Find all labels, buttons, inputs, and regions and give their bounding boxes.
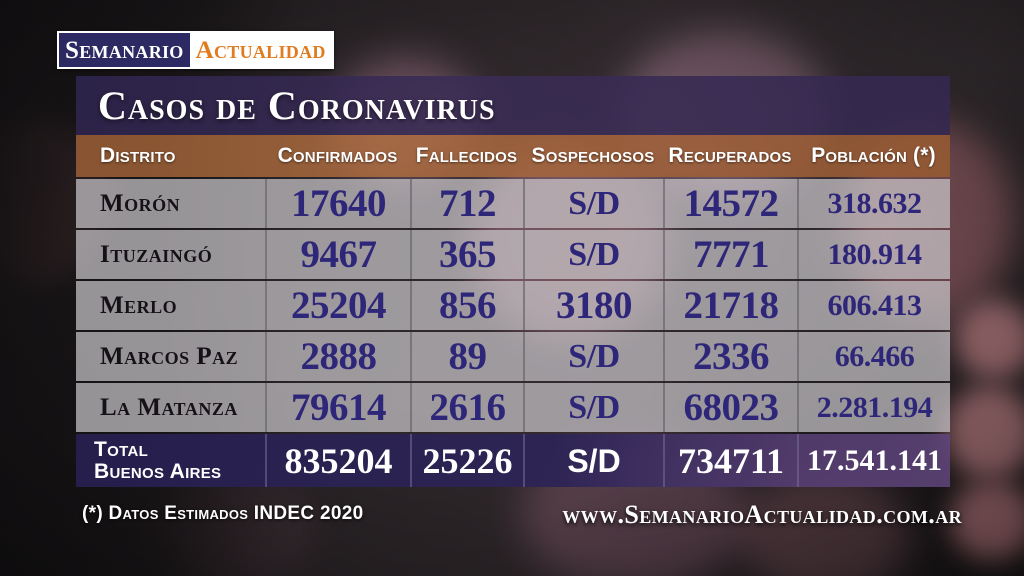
cell-distrito: Ituzaingó (76, 230, 265, 279)
value-sospechosos: S/D (568, 337, 620, 375)
table-row: La Matanza 79614 2616 S/D 68023 2.281.19… (76, 383, 950, 432)
cell-poblacion: 318.632 (797, 179, 950, 228)
value-total-sospechosos: S/D (567, 442, 621, 479)
value-poblacion: 180.914 (827, 237, 923, 271)
column-header-confirmados: Confirmados (277, 144, 398, 167)
cell-confirmados: 25204 (265, 281, 410, 330)
value-sospechosos: 3180 (556, 284, 633, 327)
value-sospechosos: S/D (568, 184, 620, 222)
cell-sospechosos: S/D (523, 230, 663, 279)
cell-fallecidos: 712 (410, 179, 523, 228)
cell-poblacion: 66.466 (797, 332, 950, 381)
value-fallecidos: 2616 (429, 386, 507, 429)
cell-recuperados: 2336 (663, 332, 797, 381)
column-header-distrito: Distrito (100, 144, 176, 167)
value-sospechosos: S/D (568, 388, 620, 426)
table-row: Merlo 25204 856 3180 21718 606.413 (76, 281, 950, 330)
value-fallecidos: 365 (439, 233, 497, 276)
cell-sospechosos: S/D (523, 383, 663, 432)
cell-total-poblacion: 17.541.141 (797, 434, 950, 487)
cell-fallecidos: 89 (410, 332, 523, 381)
logo-semanario: Semanario (59, 33, 190, 67)
value-poblacion: 66.466 (834, 339, 915, 373)
value-fallecidos: 89 (448, 335, 488, 378)
value-fallecidos: 712 (439, 182, 497, 225)
total-label-line1: Total (94, 437, 149, 461)
cell-sospechosos: S/D (523, 332, 663, 381)
cell-confirmados: 79614 (265, 383, 410, 432)
value-confirmados: 17640 (291, 182, 387, 225)
column-header-recuperados: Recuperados (668, 144, 792, 167)
cell-recuperados: 68023 (663, 383, 797, 432)
value-total-confirmados: 835204 (284, 440, 393, 481)
cell-sospechosos: 3180 (523, 281, 663, 330)
table-header-row: Distrito Confirmados Fallecidos Sospecho… (76, 135, 950, 177)
logo-actualidad: Actualidad (189, 33, 332, 67)
cell-recuperados: 7771 (663, 230, 797, 279)
table-row: Ituzaingó 9467 365 S/D 7771 180.914 (76, 230, 950, 279)
page-title: Casos de Coronavirus (98, 83, 496, 128)
title-band: Casos de Coronavirus (76, 76, 950, 135)
logo[interactable]: Semanario Actualidad (57, 31, 334, 69)
cell-fallecidos: 365 (410, 230, 523, 279)
cell-poblacion: 180.914 (797, 230, 950, 279)
column-header-sospechosos: Sospechosos (531, 144, 655, 167)
cell-total-confirmados: 835204 (265, 434, 410, 487)
table-row: Marcos Paz 2888 89 S/D 2336 66.466 (76, 332, 950, 381)
value-confirmados: 9467 (300, 233, 378, 276)
cell-recuperados: 14572 (663, 179, 797, 228)
cell-confirmados: 9467 (265, 230, 410, 279)
cell-sospechosos: S/D (523, 179, 663, 228)
cell-total-sospechosos: S/D (523, 434, 663, 487)
cell-distrito: Morón (76, 179, 265, 228)
cell-distrito: Marcos Paz (76, 332, 265, 381)
value-poblacion: 318.632 (827, 186, 923, 220)
table-row: Morón 17640 712 S/D 14572 318.632 (76, 179, 950, 228)
value-total-fallecidos: 25226 (422, 440, 513, 481)
virus-particle-right-edge-mid (945, 385, 1024, 480)
value-sospechosos: S/D (568, 235, 620, 273)
column-header-fallecidos: Fallecidos (415, 144, 518, 167)
total-label-line2: Buenos Aires (94, 459, 222, 483)
cell-confirmados: 2888 (265, 332, 410, 381)
value-recuperados: 2336 (693, 335, 770, 378)
cell-poblacion: 606.413 (797, 281, 950, 330)
virus-particle-right-edge-top (955, 300, 1024, 380)
cell-total-fallecidos: 25226 (410, 434, 523, 487)
footnote: (*) Datos Estimados INDEC 2020 (82, 503, 364, 524)
column-header-poblacion: Población (*) (811, 144, 936, 167)
value-recuperados: 21718 (683, 284, 780, 327)
virus-particle-bottom-right (740, 470, 910, 576)
cell-poblacion: 2.281.194 (797, 383, 950, 432)
value-recuperados: 14572 (683, 182, 780, 225)
cell-total-recuperados: 734711 (663, 434, 797, 487)
value-poblacion: 2.281.194 (816, 390, 933, 424)
cell-recuperados: 21718 (663, 281, 797, 330)
cell-distrito: Merlo (76, 281, 265, 330)
value-poblacion: 606.413 (827, 288, 923, 322)
covid-cases-table: Distrito Confirmados Fallecidos Sospecho… (76, 135, 950, 487)
cell-total-label: Total Buenos Aires (76, 434, 265, 487)
cell-fallecidos: 2616 (410, 383, 523, 432)
cell-distrito: La Matanza (76, 383, 265, 432)
value-fallecidos: 856 (439, 284, 497, 327)
cell-confirmados: 17640 (265, 179, 410, 228)
website-url[interactable]: www.SemanarioActualidad.com.ar (562, 500, 962, 529)
virus-particle-right-edge-low (950, 480, 1024, 560)
value-total-poblacion: 17.541.141 (807, 443, 942, 477)
table-total-row: Total Buenos Aires 835204 25226 S/D 7347… (76, 434, 950, 487)
value-recuperados: 7771 (693, 233, 770, 276)
value-confirmados: 79614 (291, 386, 387, 429)
value-confirmados: 2888 (300, 335, 378, 378)
value-total-recuperados: 734711 (677, 440, 784, 481)
cell-fallecidos: 856 (410, 281, 523, 330)
value-recuperados: 68023 (683, 386, 780, 429)
value-confirmados: 25204 (291, 284, 387, 327)
